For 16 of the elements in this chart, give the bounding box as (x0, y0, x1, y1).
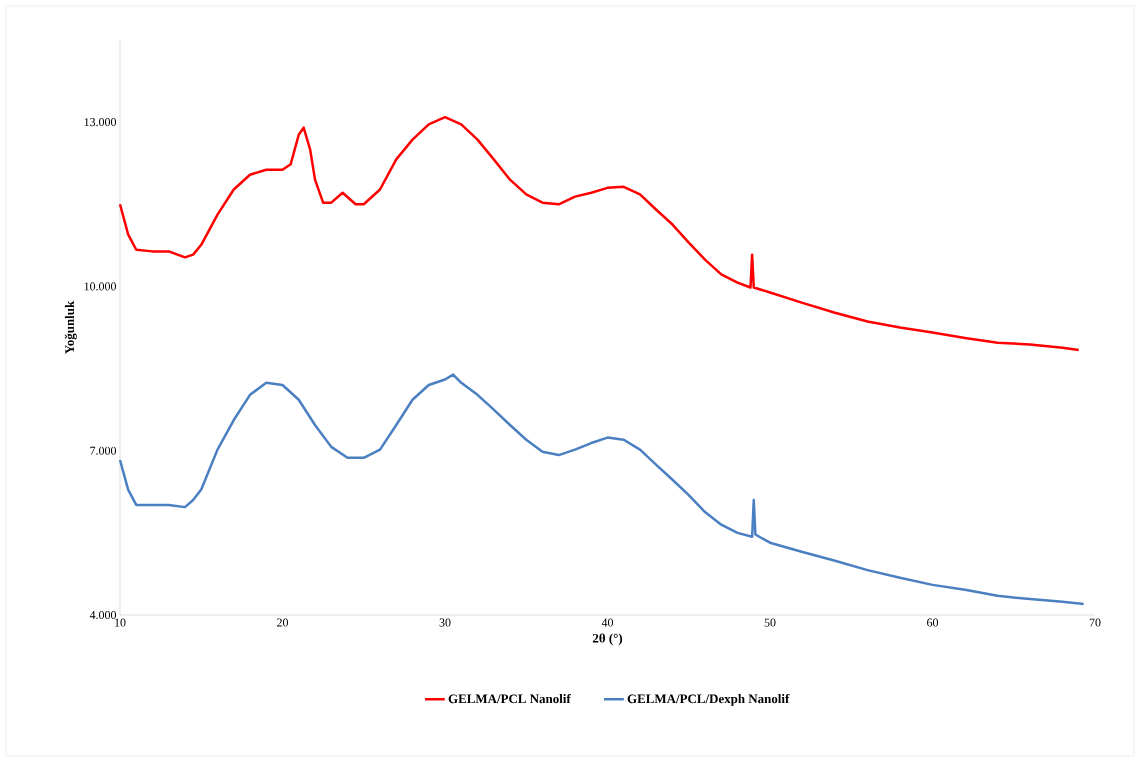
y-tick-label: 10.000 (84, 282, 117, 291)
y-tick-label: 4.000 (89, 610, 117, 620)
x-tick-label: 30 (439, 618, 451, 627)
x-tick-label: 60 (927, 618, 939, 627)
y-tick-label: 7.000 (90, 446, 117, 455)
legend-label: GELMA/PCL/Dexph Nanolif (627, 693, 790, 706)
x-tick-label: 20 (277, 618, 289, 627)
x-tick-label: 10 (115, 618, 126, 627)
x-tick-label: 70 (1089, 618, 1101, 627)
x-tick-label: 50 (764, 618, 776, 627)
x-axis-title: 2θ (°) (592, 633, 623, 646)
x-tick-label: 40 (601, 618, 614, 627)
legend-label: GELMA/PCL Nanolif (448, 693, 571, 704)
y-axis-title: Yoğunluk (64, 300, 77, 354)
line-series (118, 115, 1081, 352)
y-tick-label: 13.000 (84, 118, 117, 127)
